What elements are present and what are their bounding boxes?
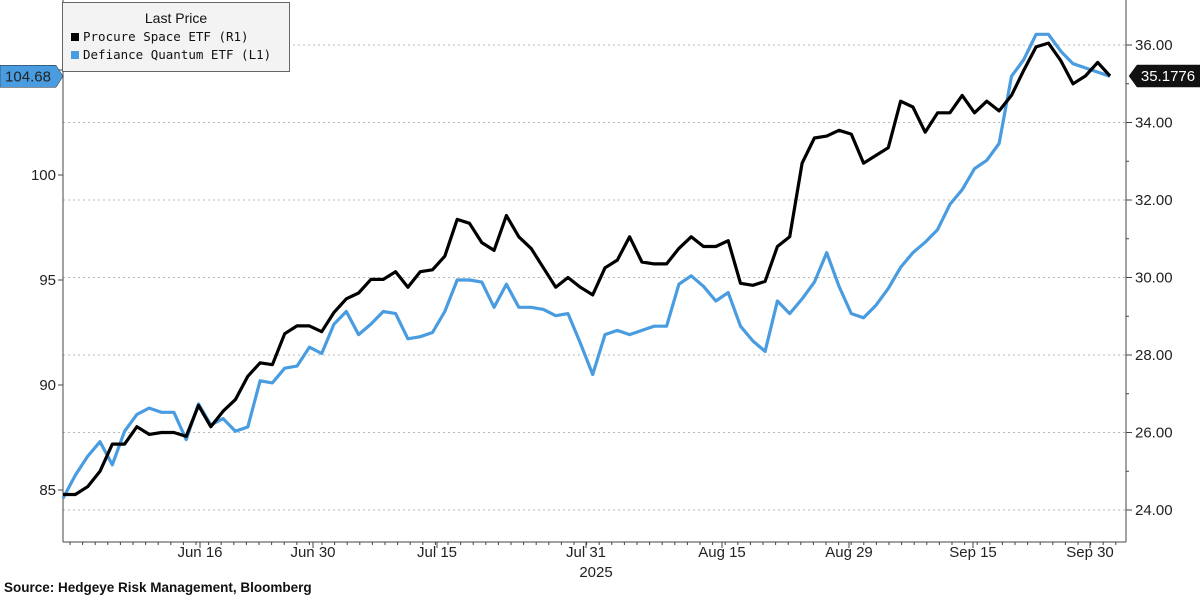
series-lines bbox=[61, 32, 1112, 500]
left-tick-label: 85 bbox=[39, 482, 56, 499]
left-axis-ticks: 859095100105 bbox=[31, 62, 63, 499]
left-last-value-label: 104.68 bbox=[5, 68, 51, 85]
x-tick-label: Aug 29 bbox=[825, 544, 873, 561]
x-tick-label: Jul 15 bbox=[417, 544, 457, 561]
right-axis-ticks: 24.00 26.00 28.00 30.00 32.00 34.00 36.00 bbox=[1126, 37, 1173, 519]
right-tick-label: 28.00 bbox=[1135, 347, 1173, 364]
legend-label-procure: Procure Space ETF (R1) bbox=[83, 29, 249, 44]
year-label: 2025 bbox=[579, 564, 612, 581]
legend-item-procure: Procure Space ETF (R1) bbox=[71, 29, 289, 44]
x-tick-label: Aug 15 bbox=[698, 544, 746, 561]
legend-item-defiance: Defiance Quantum ETF (L1) bbox=[71, 47, 289, 62]
right-last-value-label: 35.1776 bbox=[1141, 68, 1195, 85]
legend-label-defiance: Defiance Quantum ETF (L1) bbox=[83, 47, 272, 62]
legend-swatch-blue bbox=[71, 50, 79, 59]
left-tick-label: 100 bbox=[31, 167, 56, 184]
x-tick-label: Jun 16 bbox=[177, 544, 222, 561]
defiance-quantum-line bbox=[61, 32, 1111, 500]
left-tick-label: 95 bbox=[39, 272, 56, 289]
left-tick-label: 90 bbox=[39, 377, 56, 394]
source-note: Source: Hedgeye Risk Management, Bloombe… bbox=[4, 580, 312, 595]
x-tick-label: Sep 30 bbox=[1066, 544, 1114, 561]
gridlines bbox=[63, 44, 1126, 511]
right-tick-label: 32.00 bbox=[1135, 192, 1173, 209]
right-tick-label: 24.00 bbox=[1135, 502, 1173, 519]
x-tick-label: Jul 31 bbox=[566, 544, 606, 561]
left-last-value-tag: 104.68 bbox=[0, 65, 64, 88]
legend-title: Last Price bbox=[144, 10, 208, 26]
procure-space-line bbox=[63, 41, 1112, 497]
right-tick-label: 30.00 bbox=[1135, 270, 1173, 287]
right-tick-label: 36.00 bbox=[1135, 37, 1173, 54]
right-tick-label: 26.00 bbox=[1135, 425, 1173, 442]
legend-swatch-black bbox=[71, 32, 79, 41]
x-tick-label: Sep 15 bbox=[949, 544, 997, 561]
right-tick-label: 34.00 bbox=[1135, 115, 1173, 132]
x-tick-label: Jun 30 bbox=[290, 544, 335, 561]
legend: Last Price Procure Space ETF (R1) Defian… bbox=[62, 2, 290, 72]
right-last-value-tag: 35.1776 bbox=[1128, 64, 1200, 88]
x-axis-ticks: Jun 16 Jun 30 Jul 15 Jul 31 Aug 15 Aug 29 Sep … bbox=[69, 542, 1117, 561]
